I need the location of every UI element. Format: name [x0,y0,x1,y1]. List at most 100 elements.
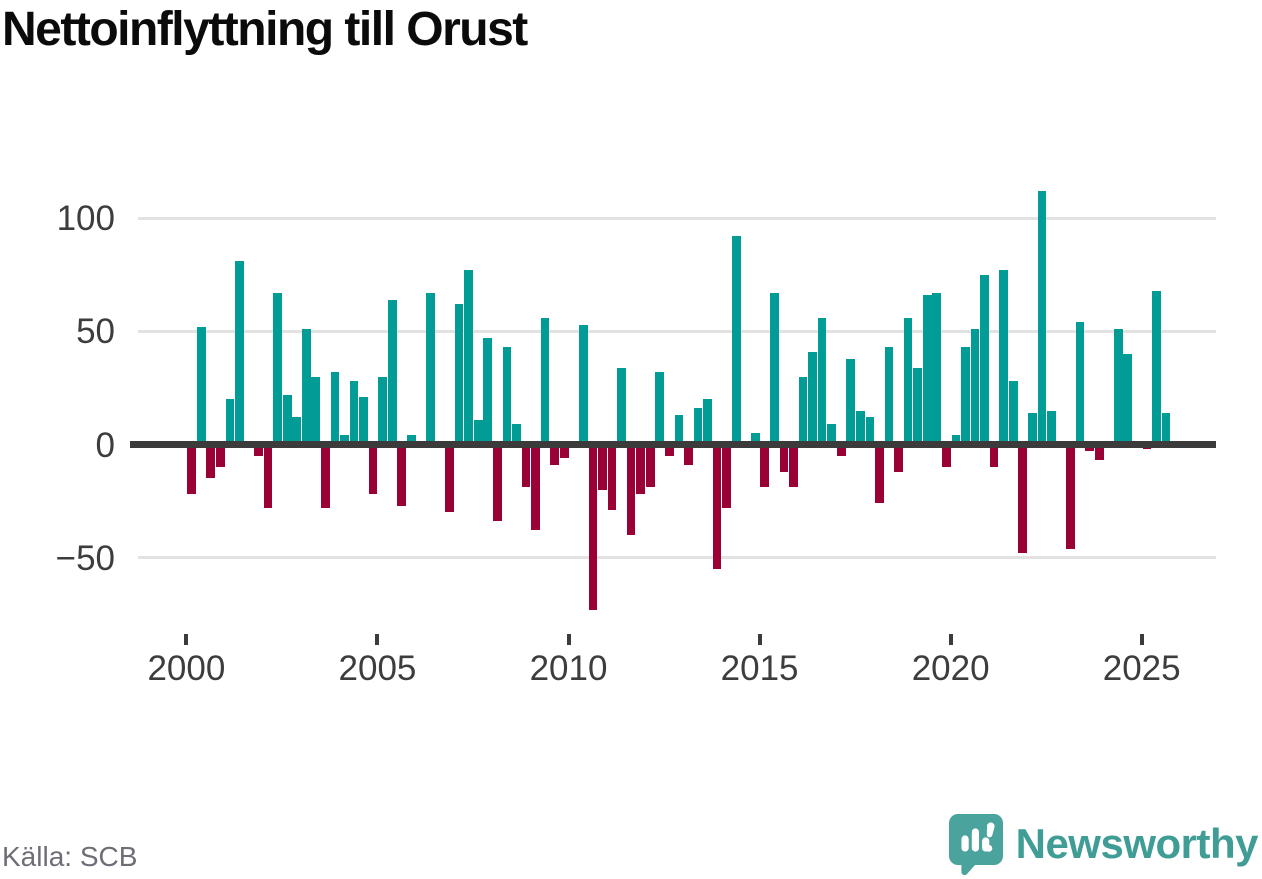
bar [875,444,884,504]
bar [941,444,951,468]
x-axis-tick [375,634,380,645]
y-axis-label: 0 [95,425,115,465]
bar [473,419,483,445]
bar [397,444,407,506]
x-axis-tick [566,634,571,645]
bar [502,347,512,445]
bar [483,338,493,445]
bar [779,444,789,472]
bar [598,444,607,490]
bar [263,444,273,508]
bar [378,376,388,445]
bar [387,299,397,445]
page-title: Nettoinflyttning till Orust [2,3,528,56]
bar [884,347,894,445]
bar [1008,381,1018,445]
x-axis-label: 2025 [1102,649,1181,688]
x-axis-label: 2000 [147,649,226,688]
bar [961,347,970,445]
bar [512,424,521,445]
bar [1047,410,1056,445]
bar [254,444,263,456]
bar [989,444,999,468]
newsworthy-logo-icon [948,814,1003,875]
bar [617,367,626,445]
bar [836,444,846,456]
bar [817,317,827,445]
bar [789,444,798,488]
bar [760,444,770,488]
x-axis-tick [757,634,762,645]
bar [607,444,617,511]
bar [808,351,817,445]
bar [454,304,464,445]
bar [206,444,216,479]
bar [999,270,1008,445]
bar [636,444,645,495]
bar [1161,412,1171,445]
bar [693,408,703,445]
source-label: Källa: SCB [2,841,138,872]
bar [311,376,321,445]
bar [970,329,980,445]
x-axis-tick [184,634,189,645]
bar [492,444,502,522]
bar [674,415,684,445]
bar [1027,412,1037,445]
bar [540,317,550,445]
bar [330,372,340,445]
bar [894,444,903,472]
bar [913,367,922,445]
bar [235,261,244,445]
bar [1123,354,1133,445]
gridline-100 [138,216,1216,220]
newsworthy-logo: Newsworthy [948,812,1259,876]
bar [349,381,359,445]
x-axis-label: 2015 [720,649,799,688]
bar [626,444,636,535]
bar [1113,329,1123,445]
bar [559,444,569,459]
bar [951,435,961,445]
bar [301,329,311,445]
bar [922,295,932,445]
bar [273,292,282,445]
bar [340,435,349,445]
bar [1075,322,1085,445]
bar [655,372,665,445]
bar [464,270,474,445]
bar [196,326,206,445]
bar [664,444,674,456]
x-axis-label: 2005 [338,649,417,688]
bar [798,376,808,445]
bar [731,236,741,445]
bar [588,444,598,610]
x-axis-tick [948,634,953,645]
bar [903,317,913,445]
bar [1094,444,1104,461]
bar [932,292,942,445]
bar [368,444,378,495]
bar [1037,191,1047,445]
bar [321,444,330,508]
bar [225,399,235,445]
bar [550,444,559,465]
bar [770,292,779,445]
bar [359,396,368,445]
bar [856,410,865,445]
gridline--50 [138,556,1216,560]
bar [445,444,454,513]
bar [750,433,760,445]
bar [827,424,837,445]
gridline-50 [138,329,1216,333]
y-axis-label: 100 [56,199,115,239]
bar [712,444,722,569]
bar [187,444,196,495]
y-axis-label: 50 [76,312,115,352]
y-axis-label: −50 [55,538,115,578]
bar [578,324,588,445]
bar [521,444,531,488]
bar [645,444,655,488]
